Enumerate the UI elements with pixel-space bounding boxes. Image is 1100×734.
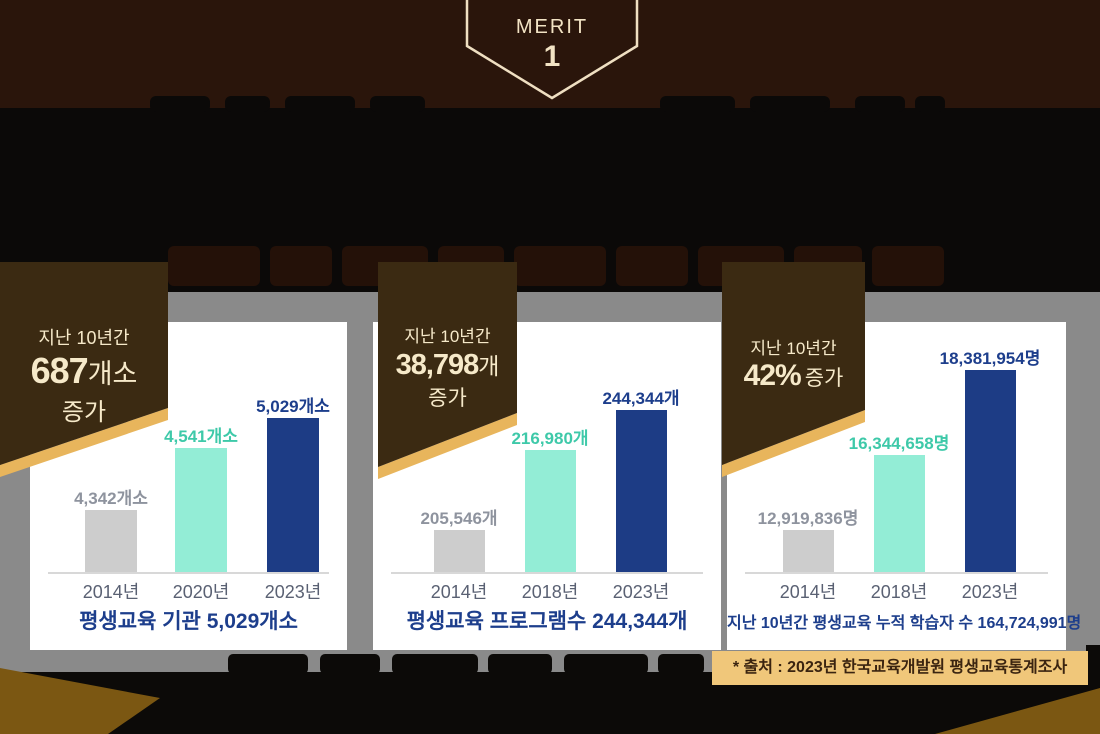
bar-2018 xyxy=(525,450,576,572)
badge-line3: 증가 xyxy=(61,399,107,426)
bar-2020 xyxy=(175,448,227,572)
merit-label: MERIT xyxy=(515,16,589,38)
headline-silhouette-segment xyxy=(285,96,355,112)
badge-big-number: 687 xyxy=(30,350,89,391)
chart-caption: 평생교육 프로그램수 244,344개 xyxy=(406,610,688,633)
bar-value-label: 16,344,658명 xyxy=(848,434,950,453)
x-tick-label: 2023년 xyxy=(264,582,322,602)
bar-value-label: 216,980개 xyxy=(511,429,589,448)
ribbon-text-silhouette xyxy=(320,654,380,674)
badge-unit: 개 xyxy=(478,353,500,379)
badge-unit: 개소 xyxy=(87,359,138,389)
x-axis-line xyxy=(48,572,329,574)
bar-value-label: 5,029개소 xyxy=(256,397,330,416)
badge-big-number: 42% xyxy=(743,359,802,392)
badge-line2: 687개소 xyxy=(0,350,168,392)
headline-silhouette-segment xyxy=(915,96,945,112)
headline-silhouette-segment xyxy=(225,96,270,112)
x-tick-label: 2014년 xyxy=(430,582,488,602)
badge-line1: 지난 10년간 xyxy=(404,327,491,346)
merit-banner-outline xyxy=(465,0,639,100)
x-tick-label: 2018년 xyxy=(521,582,579,602)
chart-panel-institutions: 4,342개소 4,541개소 5,029개소 2014년 2020년 2023… xyxy=(30,322,347,650)
bar-2014 xyxy=(434,530,485,572)
bar-value-label: 18,381,954명 xyxy=(939,349,1041,368)
subheadline-silhouette-segment xyxy=(616,246,688,286)
bar-value-label: 4,342개소 xyxy=(74,489,148,508)
badge-unit: 증가 xyxy=(804,367,844,390)
merit-banner: MERIT 1 xyxy=(465,0,639,104)
badge-line1: 지난 10년간 xyxy=(750,339,837,358)
ribbon-text-silhouette xyxy=(658,654,704,674)
ribbon-text-silhouette xyxy=(564,654,648,674)
bar-2018 xyxy=(874,455,925,572)
ribbon-text-silhouette xyxy=(392,654,478,674)
highlight-badge-learners: 지난 10년간 42% 증가 xyxy=(722,262,865,478)
x-tick-label: 2018년 xyxy=(870,582,928,602)
x-tick-label: 2014년 xyxy=(779,582,837,602)
bar-2023 xyxy=(267,418,319,572)
headline-silhouette-segment xyxy=(750,96,830,112)
bar-2023 xyxy=(965,370,1016,572)
bar-value-label: 12,919,836명 xyxy=(757,509,859,528)
bar-value-label: 205,546개 xyxy=(420,509,498,528)
source-note: * 출처 : 2023년 한국교육개발원 평생교육통계조사 xyxy=(712,651,1088,685)
bar-2023 xyxy=(616,410,667,572)
merit-number: 1 xyxy=(543,40,561,73)
badge-big-number: 38,798 xyxy=(395,349,480,381)
bar-value-label: 4,541개소 xyxy=(164,427,238,446)
subheadline-silhouette-segment xyxy=(872,246,944,286)
badge-line2: 38,798개 xyxy=(378,347,517,382)
bar-2014 xyxy=(783,530,834,572)
badge-line3: 증가 xyxy=(428,387,467,410)
chart-caption: 지난 10년간 평생교육 누적 학습자 수 164,724,991명 xyxy=(727,615,1082,632)
subheadline-silhouette-segment xyxy=(514,246,606,286)
subheadline-silhouette-segment xyxy=(270,246,332,286)
ribbon-text-silhouette xyxy=(228,654,308,674)
bar-2014 xyxy=(85,510,137,572)
x-axis-line xyxy=(745,572,1048,574)
badge-line2: 42% 증가 xyxy=(722,359,865,393)
highlight-badge-programs: 지난 10년간 38,798개 증가 xyxy=(378,262,517,479)
badge-line1: 지난 10년간 xyxy=(38,328,130,348)
headline-silhouette-segment xyxy=(855,96,905,112)
x-tick-label: 2014년 xyxy=(82,582,140,602)
headline-silhouette-segment xyxy=(150,96,210,112)
highlight-badge-institutions: 지난 10년간 687개소 증가 xyxy=(0,262,168,477)
subheadline-silhouette-segment xyxy=(168,246,260,286)
x-tick-label: 2023년 xyxy=(612,582,670,602)
chart-caption: 평생교육 기관 5,029개소 xyxy=(79,610,298,633)
ribbon-text-silhouette xyxy=(488,654,552,674)
bar-value-label: 244,344개 xyxy=(602,389,680,408)
x-axis-line xyxy=(391,572,703,574)
x-tick-label: 2023년 xyxy=(961,582,1019,602)
headline-silhouette-segment xyxy=(660,96,735,112)
headline-silhouette-segment xyxy=(370,96,425,112)
x-tick-label: 2020년 xyxy=(172,582,230,602)
